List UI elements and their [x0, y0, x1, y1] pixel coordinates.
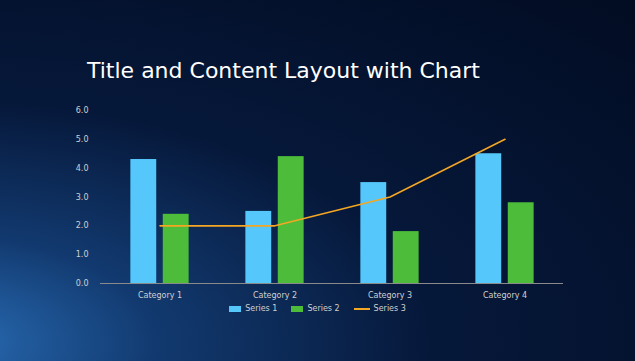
- html-text:Series 2: Series 2: [307, 304, 340, 313]
- svg-text:5.0: 5.0: [76, 135, 89, 144]
- svg-text:2.0: 2.0: [76, 221, 89, 230]
- svg-text:Category 3: Category 3: [368, 291, 412, 300]
- svg-text:Category 4: Category 4: [483, 291, 527, 300]
- html-text:Title and Content Layout with: Title and Content Layout with Chart: [87, 58, 480, 83]
- svg-text:6.0: 6.0: [76, 106, 89, 115]
- svg-text:Category 1: Category 1: [138, 291, 182, 300]
- svg-text:4.0: 4.0: [76, 164, 89, 173]
- svg-text:0.0: 0.0: [76, 279, 89, 288]
- html-text:Series 3: Series 3: [373, 304, 406, 313]
- html-text:Series 1: Series 1: [245, 304, 278, 313]
- svg-text:Category 2: Category 2: [253, 291, 297, 300]
- svg-text:1.0: 1.0: [76, 250, 89, 259]
- svg-text:3.0: 3.0: [76, 193, 89, 202]
